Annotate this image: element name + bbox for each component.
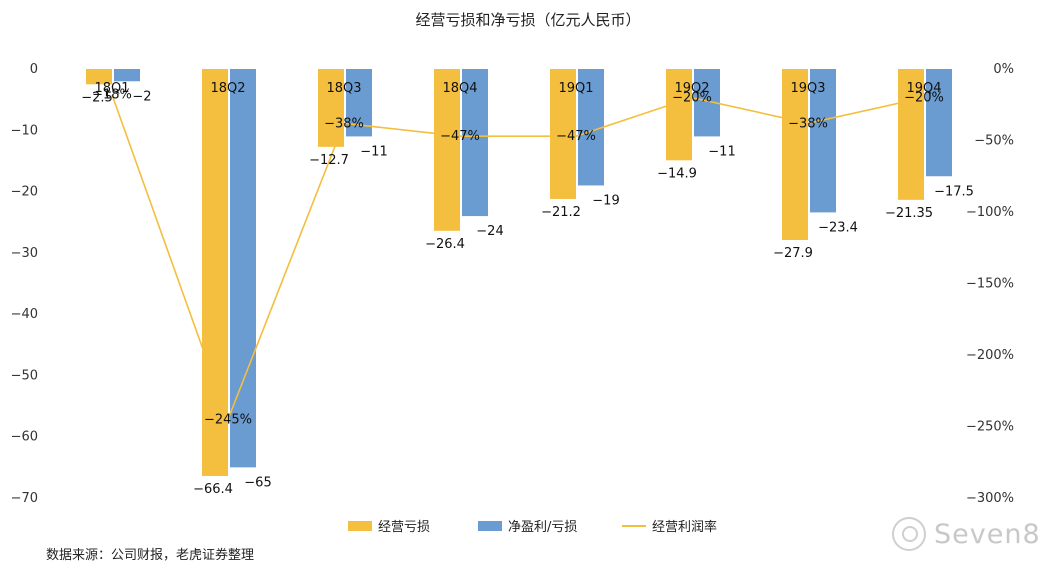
category-label: 19Q4 — [906, 81, 941, 96]
left-axis-tick-label: −60 — [11, 430, 38, 445]
bar-operating-loss — [550, 69, 576, 199]
margin-value-label: −47% — [440, 129, 480, 144]
legend-swatch — [348, 521, 372, 531]
margin-line: −18% −245% −38% −47% −47% −20% −38% −20% — [92, 88, 944, 428]
bar-net-loss — [810, 69, 836, 213]
bar-net-loss — [230, 69, 256, 468]
margin-value-label: −47% — [556, 129, 596, 144]
margin-value-label: −20% — [672, 91, 712, 106]
bar-value-label: −23.4 — [818, 220, 858, 235]
bar-value-label: −2.5 — [81, 90, 113, 105]
bar-net-loss — [926, 69, 952, 177]
right-axis-tick-label: −100% — [966, 205, 1014, 220]
bar-value-label: −21.35 — [885, 206, 933, 221]
left-axis-tick-label: −40 — [11, 307, 38, 322]
bar-value-label: −11 — [360, 144, 387, 159]
bar-value-label: −17.5 — [934, 184, 974, 199]
right-axis-tick-label: −250% — [966, 420, 1014, 435]
right-axis-tick-label: −150% — [966, 277, 1014, 292]
category-label: 18Q2 — [210, 81, 245, 96]
right-axis-tick-label: 0% — [993, 62, 1014, 77]
bar-value-label: −27.9 — [773, 246, 813, 261]
legend: 经营亏损 净盈利/亏损 经营利润率 — [348, 519, 717, 535]
category-labels: 18Q1 18Q2 18Q3 18Q4 19Q1 19Q2 19Q3 19Q4 — [94, 81, 941, 96]
bar-data-labels: −2.5 −2−66.4 −65−12.7−11−26.4−24−21.2−19−1… — [81, 89, 974, 497]
category-label: 19Q2 — [674, 81, 709, 96]
category-label: 19Q1 — [558, 81, 593, 96]
legend-swatch — [478, 521, 502, 531]
margin-value-label: −38% — [788, 116, 828, 131]
bar-value-label: −19 — [592, 193, 619, 208]
bar-net-loss — [462, 69, 488, 217]
legend-label: 经营利润率 — [652, 519, 717, 535]
bar-value-label: −12.7 — [309, 153, 349, 168]
right-axis: 0% −50% −100% −150% −200% −250% −300% — [966, 62, 1014, 506]
left-axis-tick-label: −70 — [11, 491, 38, 506]
category-label: 18Q4 — [442, 81, 477, 96]
right-axis-tick-label: −50% — [974, 134, 1014, 149]
left-axis-tick-label: 0 — [30, 62, 38, 77]
right-axis-tick-label: −200% — [966, 348, 1014, 363]
chart-title: 经营亏损和净亏损（亿元人民币） — [415, 11, 640, 29]
bar-operating-loss — [898, 69, 924, 200]
category-label: 18Q3 — [326, 81, 361, 96]
bar-net-loss — [114, 69, 140, 82]
watermark: Seven8 — [888, 513, 1041, 563]
margin-value-label: −20% — [904, 91, 944, 106]
watermark-text: Seven8 — [934, 519, 1041, 550]
bar-value-label: −65 — [244, 475, 271, 490]
bar-operating-loss — [86, 69, 112, 85]
legend-label: 净盈利/亏损 — [508, 520, 577, 535]
bar-value-label: −11 — [708, 144, 735, 159]
bar-operating-loss — [666, 69, 692, 161]
margin-value-label: −245% — [204, 412, 252, 427]
bar-value-label: −66.4 — [193, 482, 233, 497]
left-axis-tick-label: −30 — [11, 246, 38, 261]
bar-group — [86, 69, 952, 476]
left-axis: 0 −10 −20 −30 −40 −50 −60 −70 — [11, 62, 38, 506]
bar-value-label: −24 — [476, 224, 503, 239]
bar-value-label: −26.4 — [425, 237, 465, 252]
watermark-logo-icon — [892, 517, 926, 551]
left-axis-tick-label: −20 — [11, 185, 38, 200]
category-label: 19Q3 — [790, 81, 825, 96]
bar-value-label: −21.2 — [541, 205, 581, 220]
margin-line-path — [111, 94, 925, 422]
left-axis-tick-label: −10 — [11, 123, 38, 138]
source-note: 数据来源：公司财报，老虎证券整理 — [46, 548, 255, 563]
margin-value-label: −18% — [92, 88, 132, 103]
bar-value-label: −2 — [132, 89, 151, 104]
left-axis-tick-label: −50 — [11, 368, 38, 383]
margin-value-label: −38% — [324, 116, 364, 131]
bar-operating-loss — [434, 69, 460, 231]
bar-value-label: −14.9 — [657, 166, 697, 181]
bar-operating-loss — [782, 69, 808, 240]
bar-net-loss — [578, 69, 604, 186]
legend-label: 经营亏损 — [378, 520, 430, 535]
right-axis-tick-label: −300% — [966, 491, 1014, 506]
category-label: 18Q1 — [94, 81, 129, 96]
